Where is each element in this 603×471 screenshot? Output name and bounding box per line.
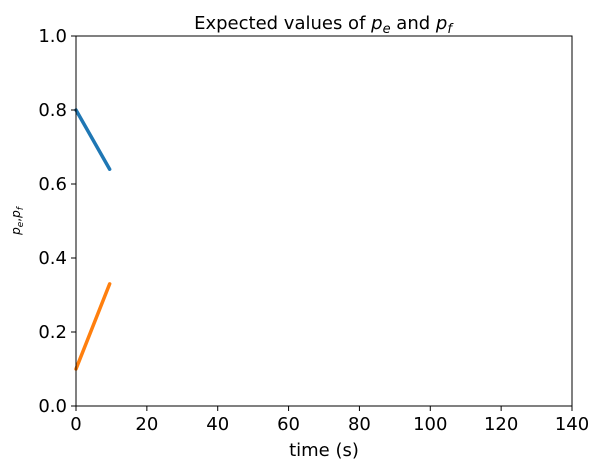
x-tick-label: 140: [555, 414, 589, 435]
x-tick-label: 0: [70, 414, 81, 435]
y-tick-label: 0.2: [38, 322, 67, 343]
chart-title: Expected values of pe and pf: [194, 13, 454, 37]
x-tick-label: 120: [484, 414, 518, 435]
x-axis-title: time (s): [289, 440, 359, 461]
x-tick-label: 100: [413, 414, 447, 435]
y-tick-label: 0.0: [38, 396, 67, 417]
x-tick-label: 80: [348, 414, 371, 435]
y-tick-label: 0.4: [38, 248, 67, 269]
y-tick-label: 0.8: [38, 100, 67, 121]
y-tick-label: 0.6: [38, 174, 67, 195]
x-tick-label: 20: [135, 414, 158, 435]
x-tick-label: 40: [206, 414, 229, 435]
x-tick-label: 60: [277, 414, 300, 435]
y-tick-label: 1.0: [38, 26, 67, 47]
